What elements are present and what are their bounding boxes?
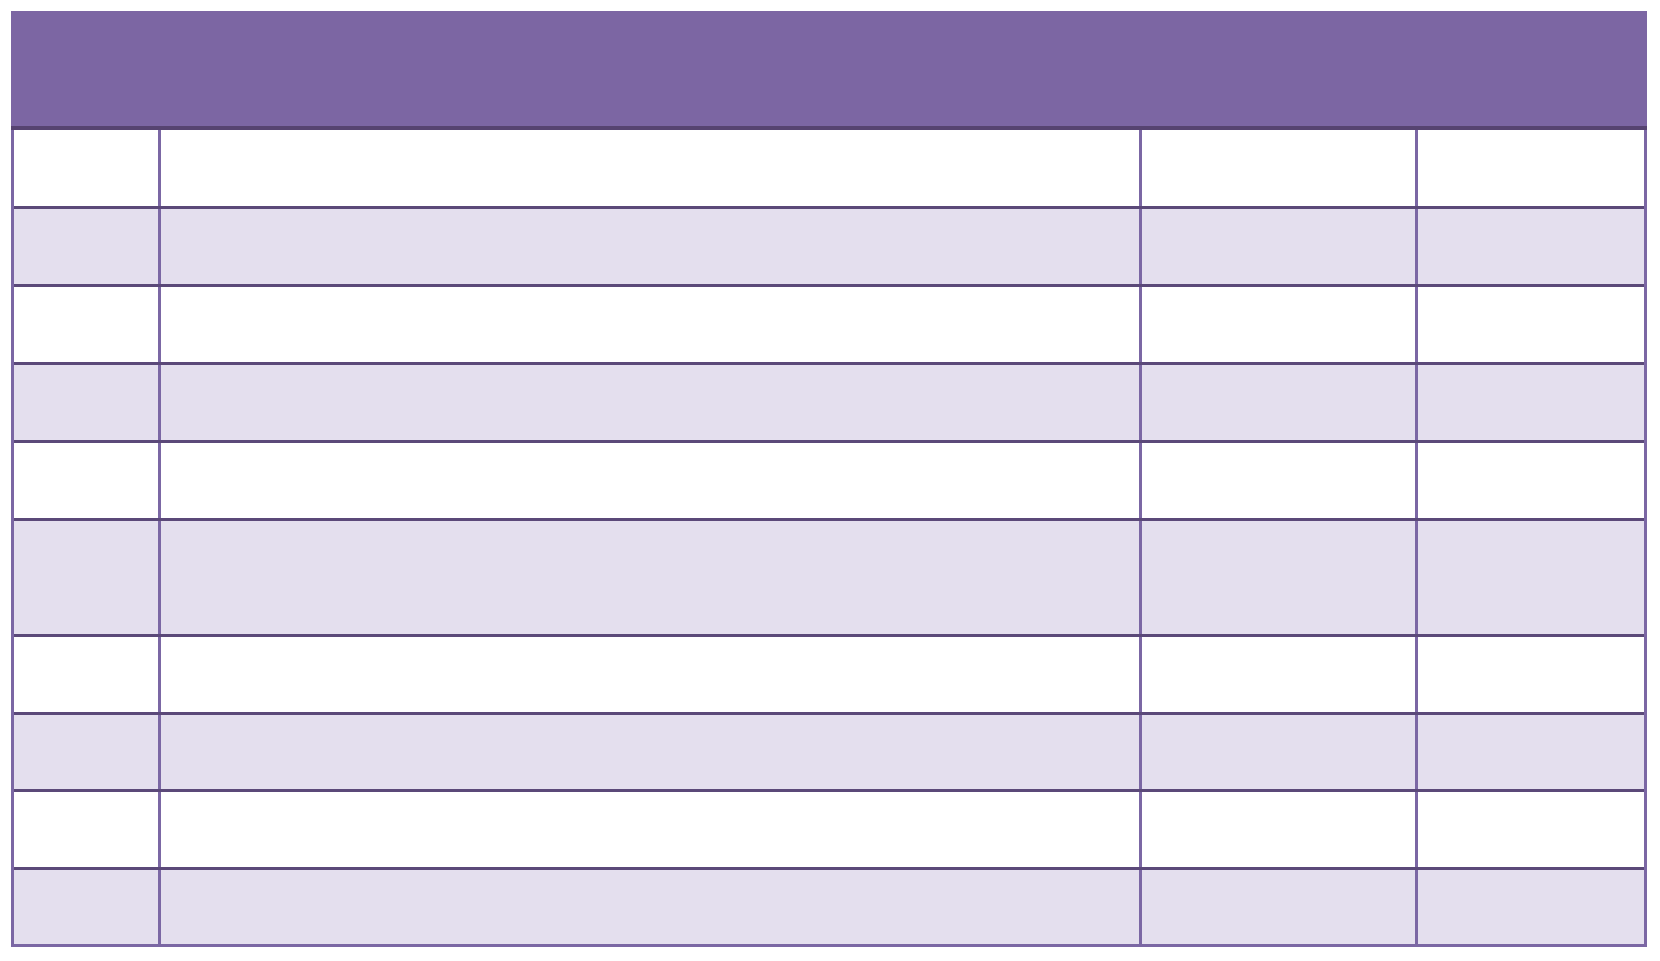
table-cell[interactable]: [1418, 521, 1644, 634]
table-cell[interactable]: [14, 715, 161, 789]
table-cell[interactable]: [1418, 287, 1644, 362]
table-cell[interactable]: [1142, 443, 1418, 518]
table-row: [14, 870, 1644, 944]
table-cell[interactable]: [1142, 365, 1418, 440]
table-cell[interactable]: [14, 209, 161, 284]
table-cell[interactable]: [14, 365, 161, 440]
empty-banded-table: [11, 11, 1647, 947]
table-cell[interactable]: [1142, 870, 1418, 944]
table-cell[interactable]: [1418, 715, 1644, 789]
table-cell[interactable]: [1142, 715, 1418, 789]
table-row: [14, 715, 1644, 792]
table-body: [11, 130, 1647, 947]
table-cell[interactable]: [161, 637, 1142, 712]
table-row: [14, 443, 1644, 521]
table-row: [14, 637, 1644, 715]
table-cell[interactable]: [1142, 209, 1418, 284]
table-cell[interactable]: [1142, 637, 1418, 712]
table-cell[interactable]: [1418, 443, 1644, 518]
table-row: [14, 130, 1644, 209]
table-cell[interactable]: [1418, 365, 1644, 440]
table-cell[interactable]: [14, 521, 161, 634]
table-cell[interactable]: [1142, 521, 1418, 634]
table-header-band[interactable]: [11, 11, 1647, 130]
table-cell[interactable]: [1418, 209, 1644, 284]
table-cell[interactable]: [161, 130, 1142, 206]
table-cell[interactable]: [1142, 792, 1418, 867]
table-cell[interactable]: [1418, 870, 1644, 944]
table-cell[interactable]: [161, 209, 1142, 284]
table-row: [14, 792, 1644, 870]
table-cell[interactable]: [14, 637, 161, 712]
table-cell[interactable]: [1418, 637, 1644, 712]
table-cell[interactable]: [14, 792, 161, 867]
table-cell[interactable]: [1142, 130, 1418, 206]
table-row: [14, 365, 1644, 443]
table-cell[interactable]: [1418, 792, 1644, 867]
table-cell[interactable]: [161, 792, 1142, 867]
table-row: [14, 209, 1644, 287]
table-row: [14, 287, 1644, 365]
table-cell[interactable]: [161, 287, 1142, 362]
table-cell[interactable]: [161, 715, 1142, 789]
table-cell[interactable]: [161, 443, 1142, 518]
table-cell[interactable]: [161, 365, 1142, 440]
table-cell[interactable]: [161, 870, 1142, 944]
table-cell[interactable]: [14, 443, 161, 518]
table-row: [14, 521, 1644, 637]
table-cell[interactable]: [1142, 287, 1418, 362]
table-cell[interactable]: [14, 870, 161, 944]
table-cell[interactable]: [14, 130, 161, 206]
table-cell[interactable]: [14, 287, 161, 362]
table-cell[interactable]: [161, 521, 1142, 634]
table-cell[interactable]: [1418, 130, 1644, 206]
